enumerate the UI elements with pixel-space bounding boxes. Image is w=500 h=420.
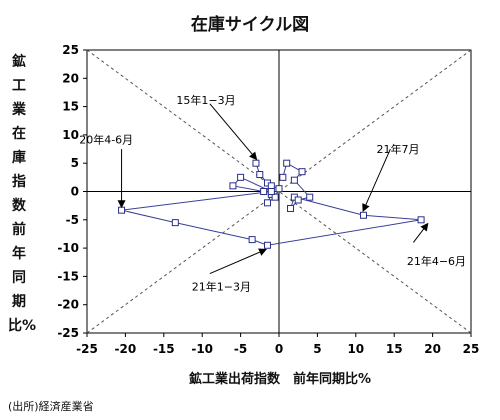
x-tick-label: 15 [386,342,403,356]
data-point [271,193,279,201]
data-point [298,168,306,176]
y-tick-label: -20 [57,298,79,312]
y-tick-label: 5 [71,156,79,170]
x-tick-label: -15 [153,342,175,356]
y-tick-label: 0 [71,185,79,199]
y-axis-label: 鉱工業在庫指数 前年同期比% [8,54,37,334]
annotation-arrow [362,148,391,213]
x-tick-label: -20 [115,342,137,356]
x-tick-label: 10 [347,342,364,356]
y-tick-label: -5 [66,213,79,227]
source-note: (出所)経済産業省 [8,400,94,413]
y-tick-label: -15 [57,269,79,283]
y-tick-labels: 25 20 15 10 5 0 -5 -10 -15 -20 -25 [57,43,79,340]
x-tick-label: 20 [424,342,441,356]
data-point [118,206,126,214]
annotation-arrow [413,222,429,243]
diagonal-guides [86,49,472,334]
series-line [121,162,422,246]
y-tick-label: -25 [57,326,79,340]
x-tick-label: -25 [76,342,98,356]
data-point [252,159,260,167]
data-point [267,182,275,190]
chart-title: 在庫サイクル図 [190,15,310,35]
data-point [256,171,264,179]
data-point [306,193,314,201]
data-point [275,185,283,193]
data-point [417,216,425,224]
annotations: 15年1−3月 20年4-6月 21年7月 21年4−6月 21年1−3月 [79,93,466,294]
x-tick-label: -5 [234,342,247,356]
x-tick-labels: -25 -20 -15 -10 -5 0 5 10 15 20 25 [76,342,479,356]
y-tick-label: 15 [62,100,79,114]
x-axis-label: 鉱工業出荷指数 前年同期比% [188,372,372,387]
data-point [287,204,295,212]
data-point [294,196,302,204]
annotation-label: 21年4−6月 [407,254,466,268]
data-point [237,173,245,181]
annotation-label: 21年1−3月 [192,280,251,294]
x-tick-label: 0 [275,342,283,356]
data-point [229,182,237,190]
data-point [260,188,268,195]
data-point [290,176,298,184]
annotation-label: 15年1−3月 [176,93,235,107]
diagonal-line-1 [86,49,472,334]
y-tick-label: 25 [62,43,79,57]
diagonal-line-2 [86,49,472,334]
annotation-label: 20年4-6月 [79,132,133,146]
y-tick-label: 20 [62,71,79,85]
data-point [248,236,256,244]
annotation-arrow [209,248,268,275]
y-tick-label: -10 [57,241,79,255]
x-tick-label: 5 [313,342,321,356]
y-tick-label: 10 [62,128,79,142]
data-point [263,241,271,249]
x-tick-label: -10 [191,342,213,356]
data-point [171,219,179,227]
annotation-arrow [209,103,258,161]
data-point [279,173,287,181]
x-tick-label: 25 [463,342,480,356]
data-point [359,211,367,219]
data-point [283,159,291,167]
data-point [263,199,271,207]
tick-marks [83,49,472,337]
annotation-label: 21年7月 [377,142,420,156]
series-markers [118,159,425,249]
data-point [267,188,275,195]
